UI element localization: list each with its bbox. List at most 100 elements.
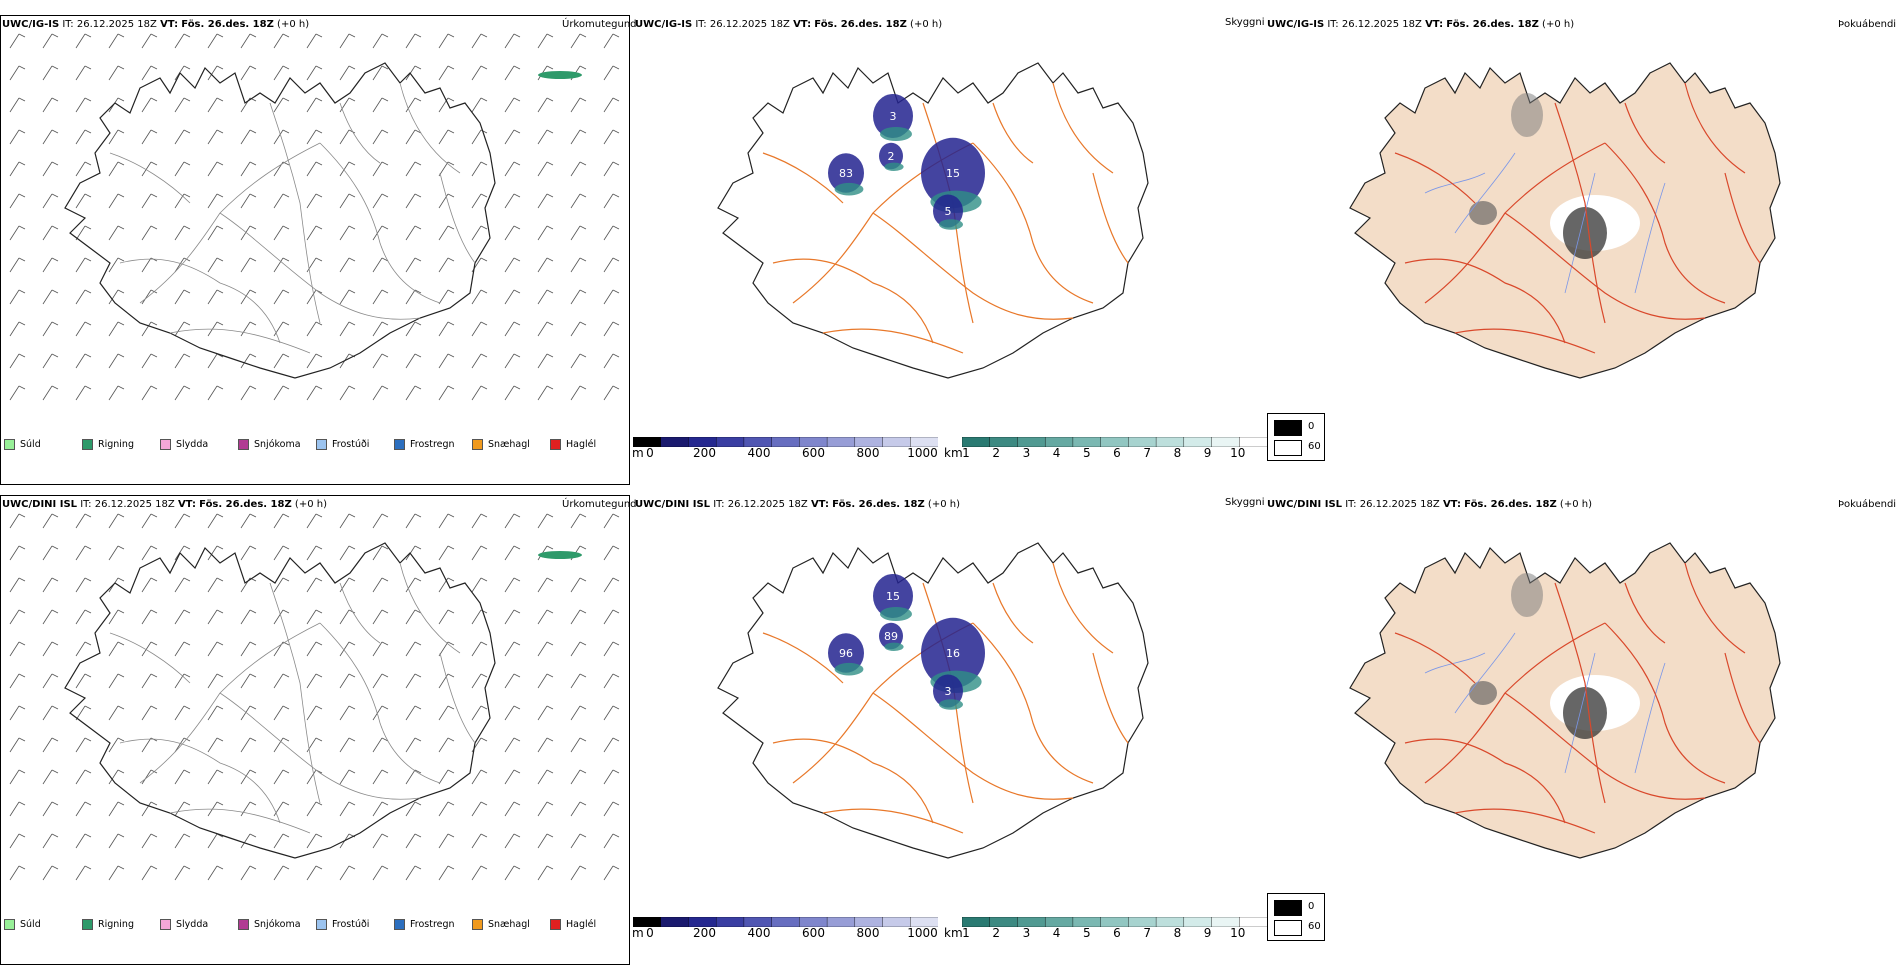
precip-type-panel-row2: UWC/DINI ISL IT: 26.12.2025 18Z VT: Fös.… bbox=[0, 495, 637, 965]
wind-barb bbox=[546, 577, 554, 582]
legend-swatch bbox=[550, 439, 561, 450]
wind-barb bbox=[306, 33, 317, 49]
colorbar-tick: 400 bbox=[747, 926, 771, 940]
wind-barb bbox=[603, 641, 614, 657]
wind-barb bbox=[141, 769, 152, 785]
wind-barb bbox=[174, 129, 185, 145]
wind-barb bbox=[546, 97, 554, 102]
elevation-patch bbox=[921, 617, 985, 689]
road-line bbox=[822, 808, 964, 834]
road-line bbox=[109, 152, 191, 204]
wind-barb bbox=[414, 225, 422, 230]
wind-barb bbox=[273, 737, 284, 753]
colorbar-segment bbox=[910, 437, 938, 447]
wind-barb bbox=[438, 673, 449, 689]
wind-barb bbox=[471, 545, 482, 561]
fog-tick: 0 bbox=[1308, 421, 1315, 432]
wind-barb bbox=[579, 161, 587, 166]
wind-barb bbox=[273, 769, 284, 785]
wind-barb bbox=[9, 609, 20, 625]
wind-barb bbox=[405, 161, 416, 177]
wind-barb bbox=[150, 321, 158, 326]
wind-barb bbox=[414, 65, 422, 70]
wind-barb bbox=[51, 737, 59, 742]
wind-barb bbox=[414, 833, 422, 838]
wind-barb bbox=[570, 737, 581, 753]
wind-barb bbox=[537, 257, 548, 273]
road-line bbox=[169, 328, 311, 354]
legend-item: Rigning bbox=[82, 919, 160, 930]
wind-barb bbox=[150, 161, 158, 166]
wind-barb bbox=[405, 289, 416, 305]
wind-barb bbox=[282, 705, 290, 710]
colorbar-tick: 6 bbox=[1113, 446, 1121, 460]
wind-barb bbox=[249, 385, 257, 390]
wind-barb bbox=[372, 161, 383, 177]
wind-barb bbox=[339, 257, 350, 273]
wind-barb bbox=[570, 577, 581, 593]
wind-barb bbox=[471, 833, 482, 849]
road-line bbox=[992, 582, 1034, 644]
wind-barb bbox=[216, 801, 224, 806]
legend-item: Súld bbox=[4, 919, 82, 930]
colorbar-segment bbox=[660, 437, 690, 447]
wind-barb bbox=[51, 225, 59, 230]
wind-barb bbox=[513, 225, 521, 230]
wind-barb bbox=[438, 225, 449, 241]
wind-barb bbox=[249, 673, 257, 678]
wind-barb bbox=[240, 833, 251, 849]
wind-barb bbox=[438, 833, 449, 849]
wind-barb bbox=[471, 289, 482, 305]
visibility-colorbar bbox=[962, 917, 1267, 927]
wind-barb bbox=[405, 225, 416, 241]
wind-barb bbox=[216, 161, 224, 166]
wind-barb bbox=[18, 865, 26, 870]
wind-barb bbox=[372, 609, 383, 625]
wind-barb bbox=[579, 129, 587, 134]
wind-barb bbox=[537, 193, 548, 209]
wind-barb bbox=[513, 513, 521, 518]
wind-barb bbox=[372, 289, 383, 305]
wind-barb bbox=[612, 353, 620, 358]
wind-barb bbox=[612, 193, 620, 198]
wind-barb bbox=[414, 545, 422, 550]
wind-barb bbox=[216, 577, 224, 582]
wind-barb bbox=[480, 97, 488, 102]
legend-swatch bbox=[82, 919, 93, 930]
legend-item: Haglél bbox=[550, 439, 628, 450]
wind-barb bbox=[504, 545, 515, 561]
wind-barb bbox=[108, 513, 119, 529]
wind-barb bbox=[348, 289, 356, 294]
wind-barb bbox=[240, 321, 251, 337]
wind-barb bbox=[108, 673, 119, 689]
wind-barb bbox=[603, 97, 614, 113]
wind-barb bbox=[306, 545, 317, 561]
wind-barb bbox=[174, 865, 185, 881]
wind-barb bbox=[348, 225, 356, 230]
wind-barb bbox=[183, 865, 191, 870]
wind-barb bbox=[438, 609, 449, 625]
wind-barb bbox=[570, 769, 581, 785]
wind-barb bbox=[513, 737, 521, 742]
wind-barb bbox=[504, 289, 515, 305]
wind-barb bbox=[513, 705, 521, 710]
wind-barb bbox=[9, 513, 20, 529]
wind-barb bbox=[438, 769, 449, 785]
wind-barb bbox=[480, 193, 488, 198]
wind-barb bbox=[141, 641, 152, 657]
wind-barb bbox=[405, 513, 416, 529]
wind-barb bbox=[117, 161, 125, 166]
wind-barb bbox=[42, 833, 53, 849]
wind-barb bbox=[570, 833, 581, 849]
wind-barb bbox=[117, 65, 125, 70]
wind-barb bbox=[207, 513, 218, 529]
wind-barb bbox=[381, 193, 389, 198]
wind-barb bbox=[471, 577, 482, 593]
wind-barb bbox=[216, 705, 224, 710]
wind-barb bbox=[174, 705, 185, 721]
wind-barb bbox=[570, 385, 581, 401]
low-visibility-patch bbox=[884, 162, 904, 171]
colorbar-tick: 1000 bbox=[907, 446, 938, 460]
wind-barb bbox=[249, 33, 257, 38]
wind-barb bbox=[249, 737, 257, 742]
